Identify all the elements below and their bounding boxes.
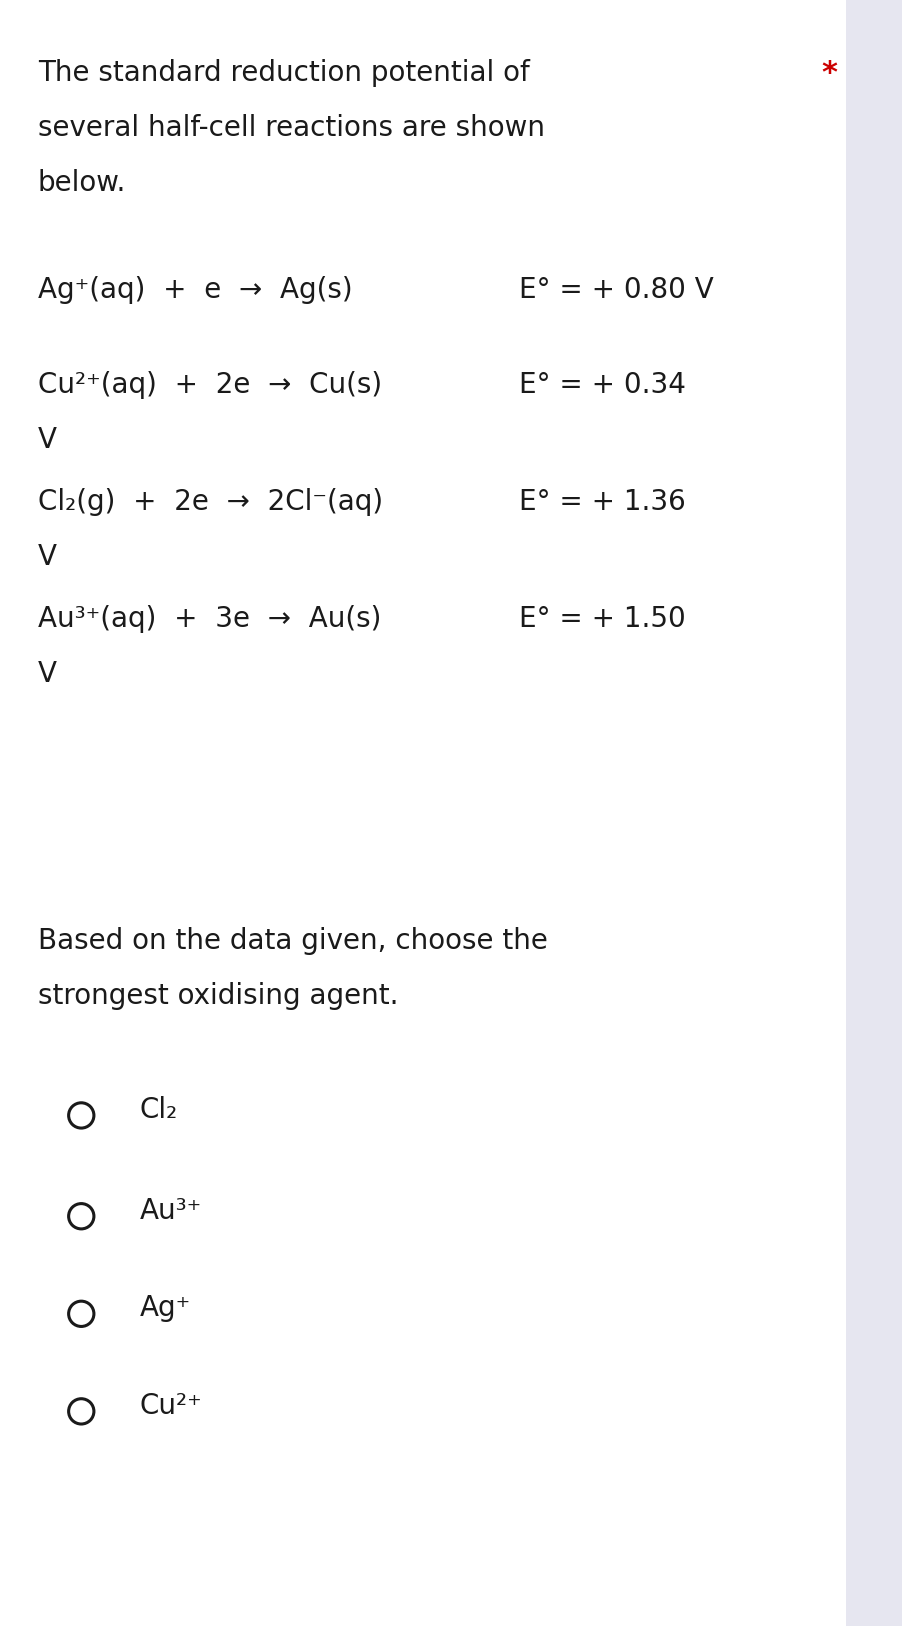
Text: several half-cell reactions are shown: several half-cell reactions are shown: [38, 114, 544, 141]
Text: Au³⁺(aq)  +  3e  →  Au(s): Au³⁺(aq) + 3e → Au(s): [38, 605, 381, 633]
Text: Cl₂(g)  +  2e  →  2Cl⁻(aq): Cl₂(g) + 2e → 2Cl⁻(aq): [38, 488, 382, 515]
Text: E° = + 0.34: E° = + 0.34: [519, 371, 686, 398]
Text: Ag⁺: Ag⁺: [140, 1294, 191, 1322]
Text: V: V: [38, 426, 57, 454]
Text: E° = + 1.36: E° = + 1.36: [519, 488, 686, 515]
Text: Au³⁺: Au³⁺: [140, 1197, 202, 1224]
Text: Cu²⁺: Cu²⁺: [140, 1392, 202, 1419]
Text: strongest oxidising agent.: strongest oxidising agent.: [38, 982, 398, 1010]
Text: Based on the data given, choose the: Based on the data given, choose the: [38, 927, 548, 954]
Text: V: V: [38, 660, 57, 688]
Text: E° = + 0.80 V: E° = + 0.80 V: [519, 276, 713, 304]
Text: Ag⁺(aq)  +  e  →  Ag(s): Ag⁺(aq) + e → Ag(s): [38, 276, 352, 304]
Text: The standard reduction potential of: The standard reduction potential of: [38, 59, 529, 86]
Text: Cl₂: Cl₂: [140, 1096, 178, 1124]
Text: *: *: [820, 59, 836, 88]
Text: below.: below.: [38, 169, 126, 197]
Text: E° = + 1.50: E° = + 1.50: [519, 605, 686, 633]
Text: V: V: [38, 543, 57, 571]
Bar: [845, 0, 902, 1626]
Text: Cu²⁺(aq)  +  2e  →  Cu(s): Cu²⁺(aq) + 2e → Cu(s): [38, 371, 382, 398]
